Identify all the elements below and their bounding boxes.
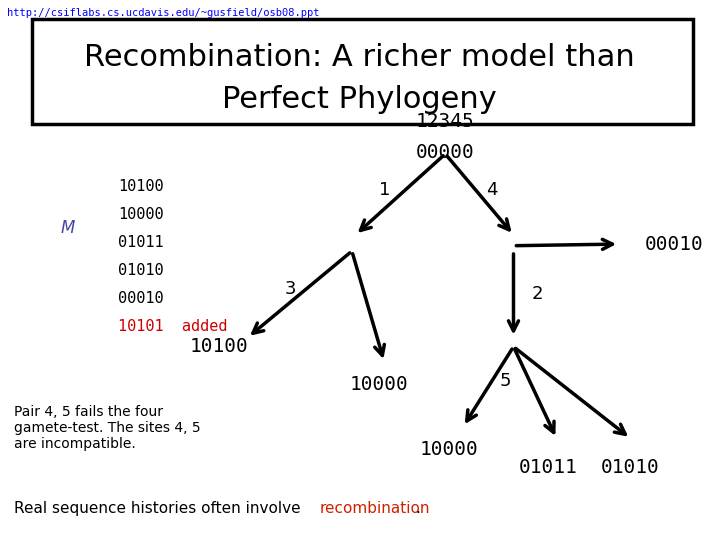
Text: Real sequence histories often involve: Real sequence histories often involve [14, 501, 306, 516]
FancyBboxPatch shape [32, 19, 693, 124]
Text: 5: 5 [499, 372, 510, 390]
Text: 00000: 00000 [416, 143, 474, 162]
Text: http://csiflabs.cs.ucdavis.edu/~gusfield/osb08.ppt: http://csiflabs.cs.ucdavis.edu/~gusfield… [7, 8, 320, 18]
Text: 3: 3 [285, 280, 297, 298]
Text: Recombination: A richer model than: Recombination: A richer model than [84, 43, 634, 72]
Text: 10100: 10100 [189, 337, 248, 356]
Text: 01010: 01010 [601, 458, 660, 477]
Text: 2: 2 [531, 285, 543, 303]
Text: Perfect Phylogeny: Perfect Phylogeny [222, 85, 497, 114]
Text: 4: 4 [486, 181, 498, 199]
Text: 01011: 01011 [119, 235, 164, 250]
Text: 00010: 00010 [119, 291, 164, 306]
Text: 1: 1 [379, 181, 390, 199]
Text: recombination: recombination [320, 501, 430, 516]
Text: 10000: 10000 [119, 207, 164, 222]
Text: 12345: 12345 [416, 112, 474, 131]
Text: 01010: 01010 [119, 263, 164, 278]
Text: 10000: 10000 [420, 440, 478, 459]
Text: 01011: 01011 [518, 458, 577, 477]
Text: 00010: 00010 [645, 234, 703, 254]
Text: 10101  added: 10101 added [119, 319, 228, 334]
Text: Pair 4, 5 fails the four
gamete-test. The sites 4, 5
are incompatible.: Pair 4, 5 fails the four gamete-test. Th… [14, 405, 201, 451]
Text: .: . [415, 501, 420, 516]
Text: M: M [61, 219, 76, 238]
Text: 10100: 10100 [119, 179, 164, 194]
Text: 10000: 10000 [350, 375, 408, 394]
